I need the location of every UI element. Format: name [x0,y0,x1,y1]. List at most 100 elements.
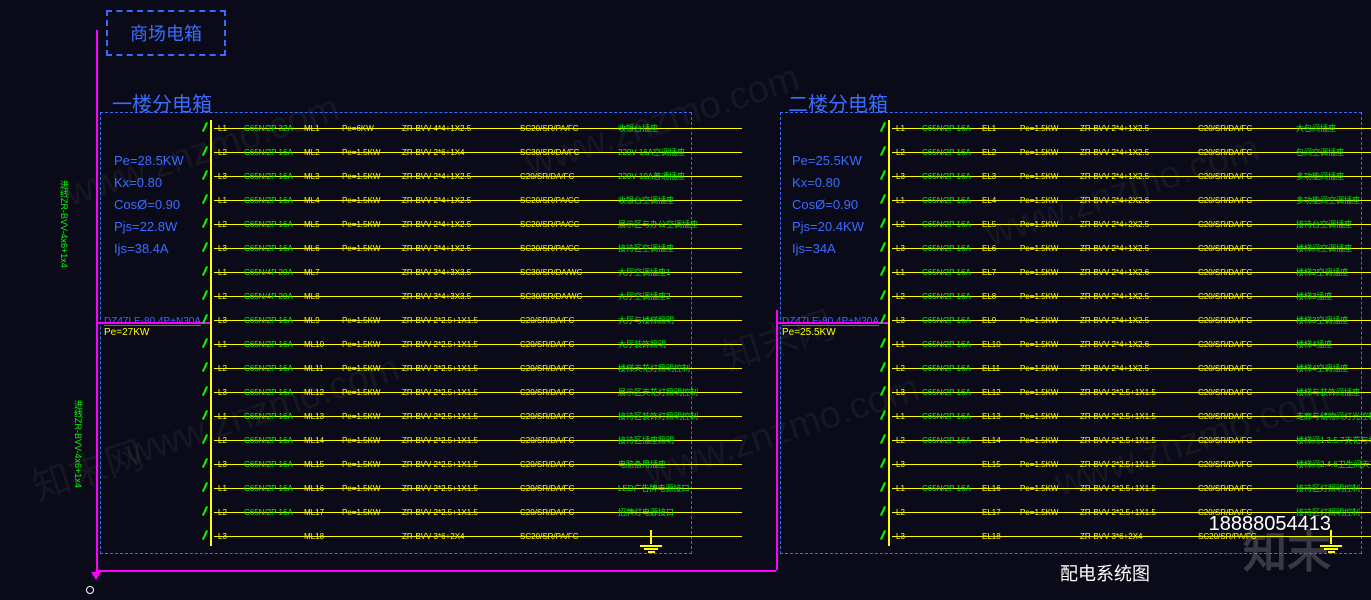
breaker-icon [200,290,210,300]
circuit-power: Pe=1.5KW [1016,148,1076,157]
breaker-spec: C65N/2P 16A [918,316,978,325]
circuit-row: L2C65N/2P 16AEL2Pe=1.5KWZR-BVV 2*4+1X2.5… [892,140,1371,164]
breaker-icon [200,482,210,492]
phase: L2 [214,148,240,157]
breaker-spec: C65N/2P 16A [240,484,300,493]
panel-incoming [96,322,210,324]
phase: L3 [214,388,240,397]
circuit-row: L3C65N/2P 16AML6Pe=1.5KWZR-BVV 2*4+1X2.5… [214,236,742,260]
breaker-spec: C65N/2P 16A [918,148,978,157]
conduit-spec: SC20/SR/PA/FC [516,532,614,541]
circuit-power: Pe=1.5KW [1016,172,1076,181]
phase: L2 [892,508,918,517]
breaker-icon [200,146,210,156]
circuit-id: EL11 [978,364,1016,373]
arrow-icon [91,572,101,580]
cable-spec: ZR-BVV 2*4+1X2.5 [1076,148,1194,157]
conduit-spec: C20/SR/DA/FC [1194,148,1292,157]
circuit-row: L1C65N/2P 32AML1Pe=6KWZR-BVV 4*4+1X2.5SC… [214,116,742,140]
circuit-power: Pe=1.5KW [1016,508,1076,517]
circuit-row: L2C65N/2P 16AEL5Pe=1.5KWZR-BVV 2*4+2X2.5… [892,212,1371,236]
circuit-power: Pe=1.5KW [338,508,398,517]
circuit-power: Pe=1.5KW [1016,124,1076,133]
phase: L2 [892,364,918,373]
circuit-power: Pe=1.5KW [1016,316,1076,325]
conduit-spec: C20/SR/DA/FC [1194,388,1292,397]
cable-spec-label: 进线ZR-BVV-4x6+1x4 [72,400,85,488]
circuit-desc: 楼梯3插座 [1292,291,1371,302]
breaker-spec: C65N/2P 16A [240,436,300,445]
circuit-row: L1C65N/2P 16AEL16Pe=1.5KWZR-BVV 2*2.5+1X… [892,476,1371,500]
circuit-id: EL17 [978,508,1016,517]
circuit-desc: 走廊与储物间灯光控制 [1292,411,1371,422]
circuit-power: Pe=1.5KW [1016,460,1076,469]
circuit-desc: 包间空调插座 [1292,147,1371,158]
circuit-desc: 收银台插座 [614,123,742,134]
phase: L1 [214,484,240,493]
circuit-row: L1C65N/2P 16AEL7Pe=1.5KWZR-BVV 2*4+1X2.6… [892,260,1371,284]
conduit-spec: C20/SR/DA/FC [1194,172,1292,181]
circuit-desc: 楼梯间空调插座 [1292,243,1371,254]
cable-spec: ZR-BVV 2*4+2X2.6 [1076,196,1194,205]
circuit-power: Pe=1.5KW [338,244,398,253]
circuit-row: L3C65N/2P 16AEL9Pe=1.5KWZR-BVV 2*4+1X2.5… [892,308,1371,332]
breaker-spec: C65N/2P 16A [240,412,300,421]
conduit-spec: SC20/SR/PA/CC [516,220,614,229]
breaker-spec: C65N/2P 16A [240,244,300,253]
breaker-spec: C65N/2P 16A [240,148,300,157]
breaker-icon [878,410,888,420]
circuit-row: L1C65N/2P 16AEL1Pe=1.5KWZR-BVV 2*4+1X2.5… [892,116,1371,140]
conduit-spec: C20/SR/DA/FC [1194,292,1292,301]
breaker-spec: C65N/2P 16A [918,412,978,421]
conduit-spec: C20/SR/DA/FC [1194,460,1292,469]
breaker-icon [200,338,210,348]
breaker-icon [878,122,888,132]
phase: L1 [214,124,240,133]
circuit-row: L2C65N/4P 20AML8ZR-BVV 3*4+3X3.5SC30/SR/… [214,284,742,308]
circuit-power: Pe=1.5KW [338,412,398,421]
conduit-spec: C20/SR/DA/FC [1194,220,1292,229]
circuit-desc: 大厅与楼梯照明 [614,315,742,326]
breaker-spec: C65N/2P 16A [918,436,978,445]
circuit-row: L3EL15Pe=1.5KWZR-BVV 2*2.5+1X1.5C20/SR/D… [892,452,1371,476]
circuit-row: L1C65N/2P 16AEL13Pe=1.5KWZR-BVV 2*2.5+1X… [892,404,1371,428]
conduit-spec: SC20/SR/PA/FC [1194,532,1292,541]
circuit-power: Pe=1.5KW [1016,412,1076,421]
circuit-id: EL7 [978,268,1016,277]
main-box: 商场电箱 [106,10,226,56]
conduit-spec: C20/SR/DA/FC [1194,364,1292,373]
breaker-icon [878,314,888,324]
breaker-spec: C65N/2P 16A [918,292,978,301]
phase: L2 [214,220,240,229]
circuit-id: ML7 [300,268,338,277]
circuit-desc: 楼梯与装饰间插座 [1292,387,1371,398]
cable-spec: ZR-BVV 2*4+1X2.6 [1076,340,1194,349]
breaker-spec: C65N/2P 16A [918,196,978,205]
breaker-icon [200,458,210,468]
circuit-row: L3C65N/2P 16AML15Pe=1.5KWZR-BVV 2*2.5+1X… [214,452,742,476]
circuit-row: L2C65N/2P 16AML2Pe=1.5KWZR-BVV 2*6+1X4SC… [214,140,742,164]
phase: L2 [214,508,240,517]
cable-spec: ZR-BVV 2*2.5+1X1.5 [398,436,516,445]
breaker-icon [878,266,888,276]
circuit-row: L3C65N/2P 16AEL6Pe=1.5KWZR-BVV 2*4+1X2.5… [892,236,1371,260]
circuit-row: L1C65N/2P 16AML13Pe=1.5KWZR-BVV 2*2.5+1X… [214,404,742,428]
cable-spec: ZR-BVV 2*2.5+1X1.5 [398,484,516,493]
circuit-desc: 大包间插座 [1292,123,1371,134]
phase: L1 [892,340,918,349]
cable-spec: ZR-BVV 2*2.5+1X1.5 [398,316,516,325]
cable-spec: ZR-BVV 2*2.5+1X1.5 [1076,436,1194,445]
circuit-power: Pe=1.5KW [1016,340,1076,349]
cable-spec: ZR-BVV 2*4+1X2.5 [1076,172,1194,181]
breaker-icon [878,194,888,204]
conduit-spec: C20/SR/DA/FC [1194,268,1292,277]
conduit-spec: C20/SR/DA/FC [1194,244,1292,253]
conduit-spec: SC30/SR/DA/WC [516,268,614,277]
circuit-power: Pe=1.5KW [1016,196,1076,205]
circuit-desc: 大厅空调插座1 [614,267,742,278]
phase: L1 [214,196,240,205]
phase: L2 [892,436,918,445]
conduit-spec: C20/SR/DA/FC [1194,340,1292,349]
circuit-power: Pe=6KW [338,124,398,133]
phase: L2 [892,148,918,157]
